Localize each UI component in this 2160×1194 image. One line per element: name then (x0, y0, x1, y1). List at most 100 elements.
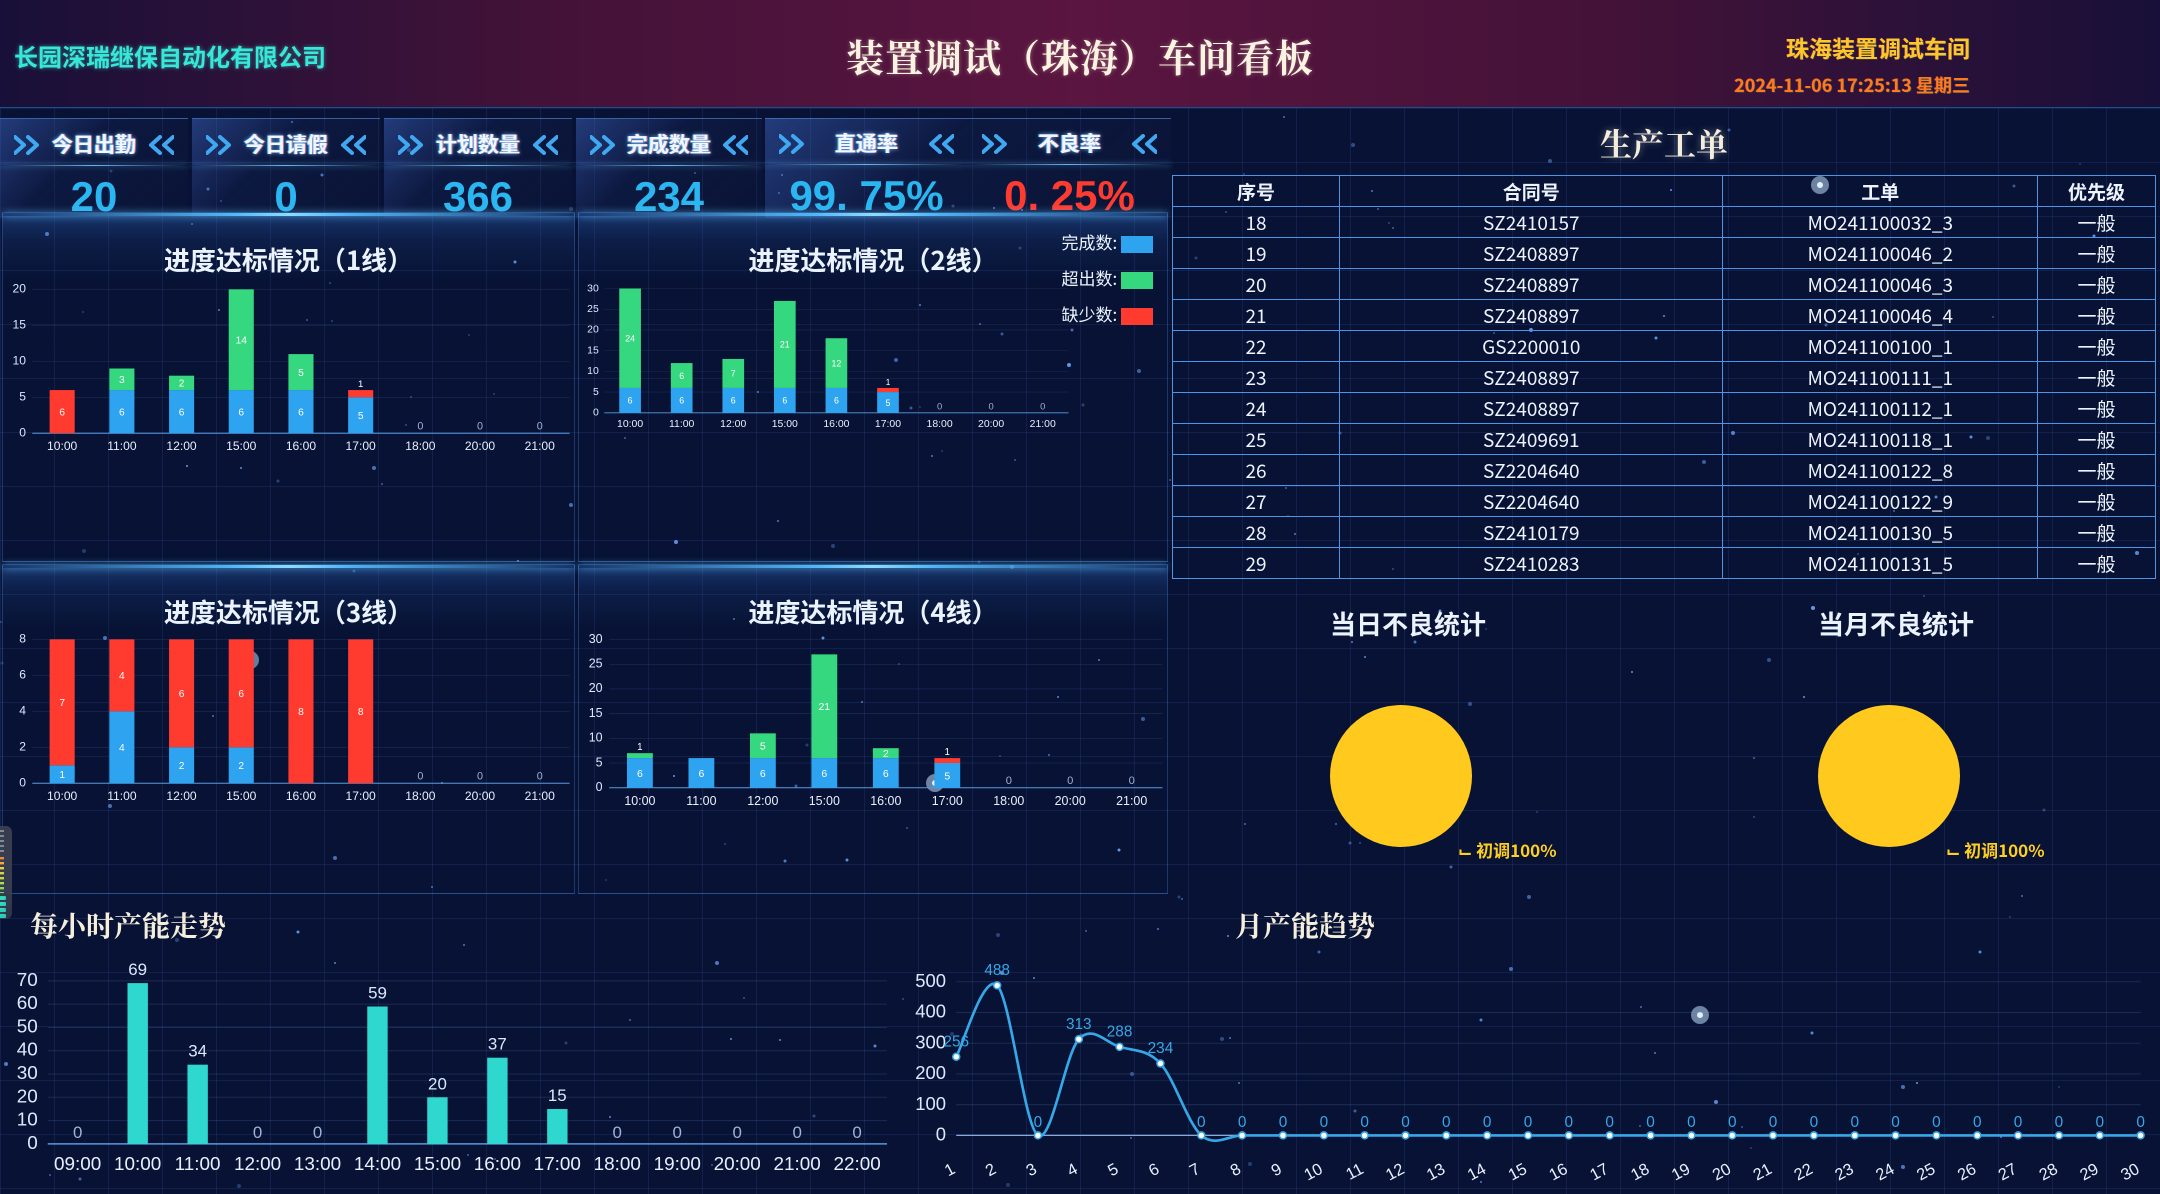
svg-text:7: 7 (59, 698, 65, 709)
svg-text:6: 6 (179, 689, 185, 700)
svg-text:0: 0 (596, 780, 603, 794)
svg-text:4: 4 (119, 671, 125, 682)
svg-text:10: 10 (17, 1110, 38, 1131)
svg-text:2: 2 (983, 1160, 999, 1180)
svg-text:19: 19 (1669, 1160, 1694, 1184)
svg-text:1: 1 (886, 378, 891, 387)
svg-text:0: 0 (1040, 402, 1045, 412)
svg-text:12:00: 12:00 (720, 419, 746, 430)
svg-text:27: 27 (1995, 1160, 2020, 1184)
svg-text:16:00: 16:00 (474, 1154, 521, 1175)
svg-text:5: 5 (593, 387, 599, 398)
svg-text:29: 29 (2077, 1160, 2102, 1184)
svg-text:1: 1 (637, 742, 642, 753)
svg-text:0: 0 (613, 1123, 622, 1142)
svg-text:0: 0 (1320, 1114, 1329, 1131)
svg-text:21:00: 21:00 (1116, 794, 1147, 808)
svg-text:0: 0 (477, 770, 483, 782)
svg-text:16:00: 16:00 (286, 789, 317, 803)
svg-text:0: 0 (1973, 1114, 1982, 1131)
svg-text:6: 6 (238, 407, 244, 418)
svg-text:5: 5 (1105, 1160, 1121, 1180)
svg-text:8: 8 (298, 707, 304, 718)
svg-text:6: 6 (782, 396, 787, 406)
svg-text:0: 0 (1006, 775, 1012, 787)
svg-text:37: 37 (488, 1035, 507, 1054)
svg-text:24: 24 (625, 334, 635, 344)
svg-text:15:00: 15:00 (226, 789, 257, 803)
svg-text:17:00: 17:00 (346, 789, 377, 803)
svg-text:11:00: 11:00 (686, 794, 716, 808)
svg-text:14:00: 14:00 (354, 1154, 401, 1175)
svg-text:19:00: 19:00 (654, 1154, 701, 1175)
svg-text:25: 25 (587, 304, 599, 315)
svg-text:20:00: 20:00 (978, 419, 1004, 430)
svg-text:8: 8 (1227, 1160, 1243, 1180)
svg-text:22: 22 (1791, 1160, 1816, 1184)
svg-text:0: 0 (1360, 1114, 1369, 1131)
svg-text:22:00: 22:00 (833, 1154, 880, 1175)
svg-text:5: 5 (358, 411, 364, 422)
svg-text:0: 0 (313, 1123, 322, 1142)
svg-text:0: 0 (936, 1124, 946, 1145)
svg-text:10:00: 10:00 (617, 419, 643, 430)
svg-text:0: 0 (73, 1123, 82, 1142)
svg-text:4: 4 (1064, 1160, 1080, 1180)
svg-text:3: 3 (1023, 1160, 1039, 1180)
svg-text:0: 0 (537, 420, 543, 432)
svg-text:7: 7 (731, 369, 736, 379)
svg-text:288: 288 (1107, 1024, 1133, 1041)
svg-text:10: 10 (589, 731, 603, 745)
svg-text:0: 0 (1687, 1114, 1696, 1131)
svg-text:4: 4 (119, 743, 125, 754)
svg-text:18:00: 18:00 (405, 439, 436, 453)
svg-text:0: 0 (417, 420, 423, 432)
svg-text:15: 15 (1505, 1160, 1530, 1184)
svg-text:6: 6 (179, 407, 185, 418)
svg-text:10: 10 (12, 353, 26, 367)
svg-text:6: 6 (679, 371, 684, 381)
svg-text:16: 16 (1546, 1160, 1571, 1184)
svg-text:20: 20 (428, 1074, 447, 1093)
svg-text:21: 21 (818, 702, 830, 713)
svg-text:0: 0 (2014, 1114, 2023, 1131)
svg-text:0: 0 (27, 1133, 38, 1154)
svg-text:6: 6 (59, 407, 65, 418)
svg-text:4: 4 (19, 703, 26, 717)
svg-text:10:00: 10:00 (47, 789, 78, 803)
svg-text:15: 15 (12, 318, 26, 332)
svg-text:6: 6 (238, 689, 244, 700)
svg-text:17:00: 17:00 (875, 419, 901, 430)
svg-text:20:00: 20:00 (714, 1154, 761, 1175)
svg-text:20: 20 (589, 681, 603, 695)
svg-text:12: 12 (1383, 1160, 1408, 1184)
svg-text:0: 0 (1565, 1114, 1574, 1131)
svg-text:12:00: 12:00 (166, 439, 197, 453)
svg-text:11:00: 11:00 (107, 439, 137, 453)
svg-text:40: 40 (17, 1040, 38, 1061)
svg-text:14: 14 (236, 336, 248, 347)
svg-text:7: 7 (1187, 1160, 1203, 1180)
svg-text:1: 1 (942, 1160, 958, 1180)
svg-text:1: 1 (59, 770, 65, 781)
svg-text:0: 0 (732, 1123, 741, 1142)
svg-text:23: 23 (1832, 1160, 1857, 1184)
svg-text:256: 256 (943, 1033, 969, 1050)
svg-text:5: 5 (760, 742, 766, 753)
svg-text:0: 0 (1769, 1114, 1778, 1131)
svg-text:18:00: 18:00 (993, 794, 1024, 808)
svg-text:5: 5 (886, 398, 891, 408)
svg-text:21:00: 21:00 (1030, 419, 1056, 430)
svg-text:0: 0 (1605, 1114, 1614, 1131)
svg-text:6: 6 (834, 396, 839, 406)
svg-text:18:00: 18:00 (405, 789, 436, 803)
svg-text:26: 26 (1955, 1160, 1980, 1184)
svg-text:0: 0 (1891, 1114, 1900, 1131)
svg-text:10: 10 (1301, 1160, 1326, 1184)
svg-text:20: 20 (1710, 1160, 1735, 1184)
svg-text:28: 28 (2036, 1160, 2061, 1184)
svg-text:16:00: 16:00 (823, 419, 849, 430)
svg-text:0: 0 (1129, 775, 1135, 787)
svg-text:69: 69 (128, 960, 147, 979)
svg-text:11:00: 11:00 (175, 1154, 221, 1175)
